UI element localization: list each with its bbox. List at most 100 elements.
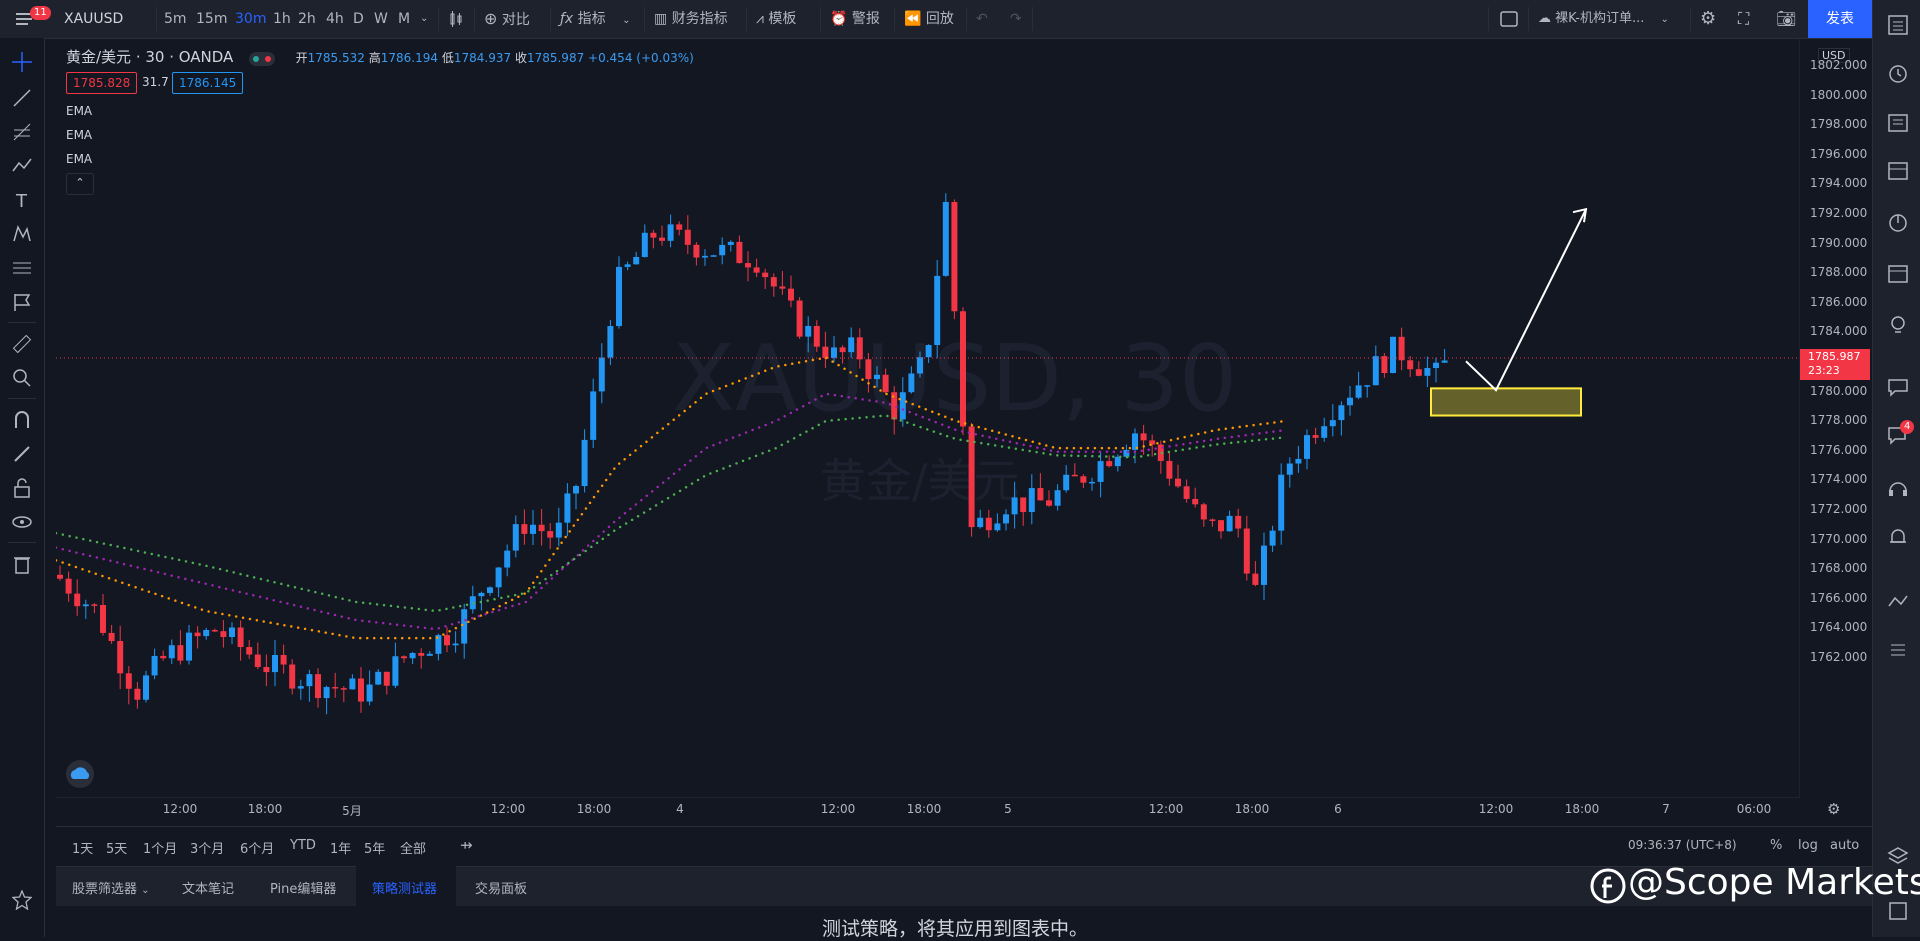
candle-body	[1037, 488, 1044, 501]
eye-icon[interactable]	[12, 512, 32, 532]
news-icon[interactable]	[1887, 112, 1909, 134]
trash-icon[interactable]	[12, 554, 32, 574]
support-headset-icon[interactable]	[1887, 478, 1909, 500]
undo-icon[interactable]: ↶	[976, 11, 988, 27]
fib-retracement-icon[interactable]	[12, 122, 32, 142]
interval-d[interactable]: D	[353, 11, 364, 27]
ruler-icon[interactable]	[12, 334, 32, 354]
layout-toggle-button[interactable]	[1500, 0, 1518, 38]
watchlist-icon[interactable]	[1887, 14, 1909, 36]
currency-label[interactable]: USD	[1818, 48, 1850, 63]
redo-icon[interactable]: ↷	[1010, 11, 1022, 27]
templates-button[interactable]: ⩘ 模板	[756, 0, 796, 38]
icon-flag-icon[interactable]	[12, 292, 32, 312]
crosshair-icon[interactable]	[12, 52, 32, 72]
sell-price-button[interactable]: 1785.828	[66, 72, 138, 94]
ema-line[interactable]	[56, 414, 1288, 613]
order-panel-icon[interactable]	[1887, 590, 1909, 612]
interval-w[interactable]: W	[374, 11, 388, 27]
calendar-icon[interactable]	[1887, 262, 1909, 284]
lock-icon[interactable]	[12, 478, 32, 498]
range-button[interactable]: 1个月	[143, 842, 178, 857]
compare-button[interactable]: ⊕ 对比	[484, 0, 530, 38]
buy-price-button[interactable]: 1786.145	[172, 72, 244, 94]
layers-icon[interactable]	[1887, 846, 1909, 868]
ema-line[interactable]	[56, 392, 1288, 631]
candle-body	[1398, 336, 1405, 361]
xabcd-pattern-icon[interactable]	[12, 224, 32, 244]
interval-5m[interactable]: 5m	[164, 11, 187, 27]
hotlist-icon[interactable]	[1887, 212, 1909, 234]
chart-type-button[interactable]	[448, 0, 464, 38]
trend-line-icon[interactable]	[12, 88, 32, 108]
star-icon[interactable]	[12, 890, 32, 910]
tab-stock-screener[interactable]: 股票筛选器 ⌄	[72, 878, 150, 897]
indicator-ema-1[interactable]: EMA	[66, 104, 93, 118]
price-tick: 1780.000	[1810, 383, 1868, 398]
ideas-lightbulb-icon[interactable]	[1887, 314, 1909, 336]
data-window-icon[interactable]	[1887, 160, 1909, 182]
range-button[interactable]: YTD	[290, 838, 316, 853]
financials-button[interactable]: ▥ 财务指标	[654, 0, 728, 38]
candle-body	[504, 550, 511, 568]
goto-date-icon[interactable]: ⇸	[460, 836, 473, 854]
interval-dropdown-chevron-icon[interactable]: ⌄	[420, 13, 429, 24]
tab-trading-panel[interactable]: 交易面板	[475, 882, 528, 897]
auto-scale-toggle[interactable]: auto	[1830, 838, 1860, 853]
indicator-ema-3[interactable]: EMA	[66, 152, 93, 166]
tab-pine-editor[interactable]: Pine编辑器	[270, 882, 337, 897]
replay-button[interactable]: ⏪ 回放	[904, 0, 954, 38]
indicators-button[interactable]: ƒx 指标 ⌄	[560, 0, 631, 38]
indicator-ema-2[interactable]: EMA	[66, 128, 93, 142]
percent-scale-toggle[interactable]: %	[1770, 838, 1783, 853]
candle-body	[220, 631, 227, 637]
interval-15m[interactable]: 15m	[196, 11, 228, 27]
demand-zone-rectangle[interactable]	[1430, 387, 1582, 417]
interval-30m[interactable]: 30m	[235, 11, 267, 27]
interval-4h[interactable]: 4h	[326, 11, 344, 27]
zoom-in-icon[interactable]	[12, 368, 32, 388]
publish-button[interactable]: 发表	[1808, 0, 1872, 38]
candle-body	[951, 201, 958, 312]
range-button[interactable]: 1年	[330, 842, 352, 857]
projection-arrow[interactable]	[1465, 208, 1587, 392]
axis-settings-gear-icon[interactable]: ⚙	[1827, 800, 1841, 818]
range-button[interactable]: 1天	[72, 842, 94, 857]
tab-text-notes[interactable]: 文本笔记	[182, 882, 235, 897]
tab-strategy-tester[interactable]: 策略测试器	[372, 882, 438, 897]
alarm-clock-icon[interactable]	[1887, 62, 1909, 84]
long-position-icon[interactable]	[12, 258, 32, 278]
symbol-search-button[interactable]: XAUUSD	[64, 11, 124, 27]
text-icon[interactable]: T	[12, 190, 32, 210]
camera-icon[interactable]: 📷︎	[1776, 9, 1797, 28]
range-button[interactable]: 全部	[400, 842, 427, 857]
range-button[interactable]: 5年	[364, 842, 386, 857]
chat-icon[interactable]	[1887, 376, 1909, 398]
stay-in-drawing-mode-icon[interactable]	[12, 444, 32, 464]
interval-m[interactable]: M	[398, 11, 411, 27]
fullscreen-icon[interactable]: ⛶	[1738, 9, 1750, 28]
pattern-icon[interactable]	[12, 156, 32, 176]
range-button[interactable]: 6个月	[240, 842, 275, 857]
dom-icon[interactable]	[1887, 640, 1909, 662]
candle-body	[1218, 520, 1224, 532]
ema-line[interactable]	[56, 356, 1288, 640]
notifications-bell-icon[interactable]	[1887, 526, 1909, 548]
separator	[438, 7, 439, 31]
price-chart[interactable]	[56, 38, 1800, 798]
compare-label: 对比	[501, 12, 530, 28]
layout-select[interactable]: ☁ 裸K-机构订单... ⌄	[1538, 0, 1669, 38]
magnet-icon[interactable]	[12, 410, 32, 430]
help-icon[interactable]	[1887, 900, 1909, 922]
range-button[interactable]: 3个月	[190, 842, 225, 857]
alert-button[interactable]: ⏰ 警报	[830, 0, 880, 38]
collapse-legend-chevron-up-icon[interactable]: ⌃	[66, 173, 94, 195]
candle-body	[478, 592, 485, 597]
interval-2h[interactable]: 2h	[298, 11, 316, 27]
settings-gear-icon[interactable]: ⚙	[1700, 8, 1717, 29]
interval-1h[interactable]: 1h	[273, 11, 291, 27]
main-menu-button[interactable]: 11	[8, 6, 51, 32]
range-button[interactable]: 5天	[106, 842, 128, 857]
log-scale-toggle[interactable]: log	[1798, 838, 1818, 853]
clock[interactable]: 09:36:37 (UTC+8)	[1628, 838, 1737, 852]
